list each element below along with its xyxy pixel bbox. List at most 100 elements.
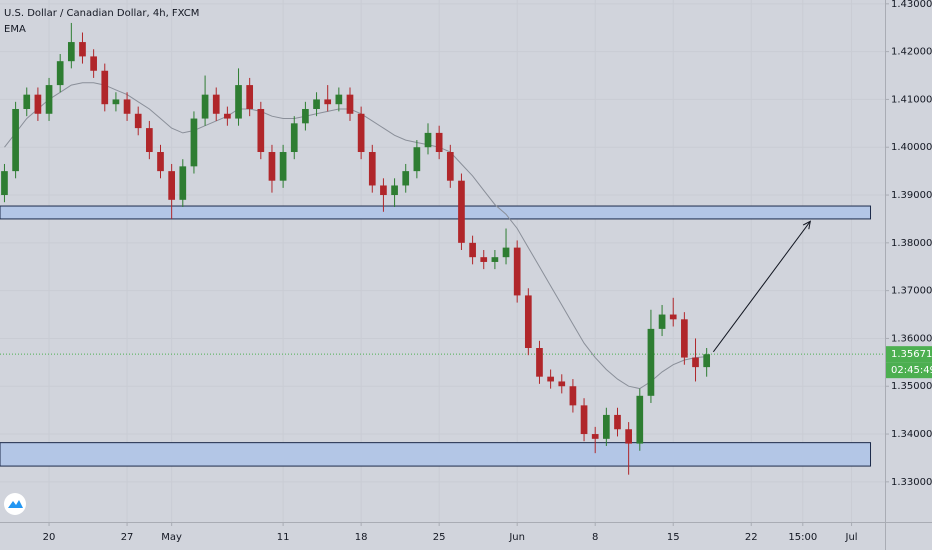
x-tick-label: Jun <box>508 532 525 543</box>
candle-body <box>647 328 655 396</box>
candle-body <box>480 257 488 262</box>
candle-body <box>1 171 8 196</box>
countdown-label: 02:45:49 <box>891 365 932 376</box>
last-price-label: 1.35671 <box>891 349 932 360</box>
candle-body <box>56 61 64 86</box>
candle-body <box>324 99 332 105</box>
arrow-line <box>712 221 811 353</box>
candle-body <box>79 42 86 57</box>
zone <box>0 442 872 467</box>
candle-body <box>558 381 566 387</box>
candle-body <box>357 113 365 153</box>
y-tick-label: 1.37000 <box>891 286 932 297</box>
candle-body <box>34 94 42 114</box>
ema-line <box>4 82 707 390</box>
y-tick-label: 1.43000 <box>891 0 932 10</box>
candle-body <box>101 70 109 105</box>
candle-body <box>12 108 19 172</box>
candle-body <box>279 152 287 181</box>
candle-body <box>157 152 164 172</box>
candle-body <box>413 147 421 172</box>
chart-title: U.S. Dollar / Canadian Dollar, 4h, FXCM <box>4 8 199 19</box>
candle-body <box>134 113 142 129</box>
x-tick-label: 20 <box>43 532 56 543</box>
candle-body <box>90 56 97 71</box>
candle-body <box>112 99 120 105</box>
y-tick-label: 1.38000 <box>891 238 932 249</box>
candle-body <box>402 171 410 186</box>
candle-body <box>123 99 131 114</box>
candle-body <box>458 180 465 243</box>
candle-body <box>302 108 309 124</box>
candle-body <box>603 414 610 439</box>
y-tick-label: 1.34000 <box>891 429 932 440</box>
x-tick-label: 25 <box>433 532 446 543</box>
candle-body <box>224 113 231 119</box>
y-tick-label: 1.36000 <box>891 333 932 344</box>
countdown-box <box>886 362 932 379</box>
candle-body <box>380 185 387 196</box>
candle-body <box>201 94 209 119</box>
candle-body <box>268 152 276 181</box>
x-tick-label: Jul <box>845 532 858 543</box>
candle-body <box>346 94 354 114</box>
candle-body <box>547 376 554 382</box>
candle-body <box>235 85 242 119</box>
candle-body <box>146 128 153 153</box>
y-tick-label: 1.40000 <box>891 142 932 153</box>
candle-body <box>246 85 254 109</box>
candle-body <box>703 354 711 368</box>
candle-body <box>502 247 510 258</box>
y-tick-label: 1.35000 <box>891 381 932 392</box>
candle-body <box>446 152 454 181</box>
candle-body <box>692 357 699 368</box>
candle-body <box>513 247 521 296</box>
candle-body <box>491 257 499 262</box>
y-tick-label: 1.42000 <box>891 47 932 58</box>
x-tick-label: 22 <box>745 532 758 543</box>
candle-body <box>257 108 265 153</box>
last-price-box <box>886 346 932 363</box>
candle-body <box>179 166 187 200</box>
candle-body <box>313 99 320 109</box>
candle-body <box>625 429 632 444</box>
candle-body <box>23 94 31 109</box>
candle-body <box>212 94 220 114</box>
x-tick-label: 15:00 <box>788 532 817 543</box>
candle-body <box>368 152 376 186</box>
x-tick-label: May <box>161 532 182 543</box>
candle-body <box>290 123 298 153</box>
x-tick-label: 11 <box>277 532 290 543</box>
candle-body <box>658 314 666 329</box>
candle-body <box>569 386 577 406</box>
candle-body <box>469 242 476 258</box>
candle-body <box>614 414 621 430</box>
candle-body <box>580 405 588 435</box>
candle-body <box>636 395 644 444</box>
logo <box>4 493 26 515</box>
x-tick-label: 27 <box>121 532 134 543</box>
candle-body <box>524 295 532 348</box>
indicator-label: EMA <box>4 24 26 35</box>
candle-body <box>168 171 175 200</box>
candle-body <box>435 132 443 153</box>
candle-body <box>669 314 677 320</box>
y-tick-label: 1.41000 <box>891 94 932 105</box>
candle-body <box>391 185 398 196</box>
candle-body <box>190 118 198 167</box>
arrow-head <box>802 220 812 230</box>
x-tick-label: 15 <box>667 532 680 543</box>
y-tick-label: 1.39000 <box>891 190 932 201</box>
candle-body <box>67 42 75 62</box>
zone <box>0 205 872 220</box>
candle-body <box>681 319 688 358</box>
x-tick-label: 8 <box>592 532 598 543</box>
candle-body <box>424 132 432 148</box>
candle-body <box>45 85 53 114</box>
x-tick-label: 18 <box>355 532 368 543</box>
candle-body <box>335 94 343 105</box>
candle-body <box>536 348 543 377</box>
